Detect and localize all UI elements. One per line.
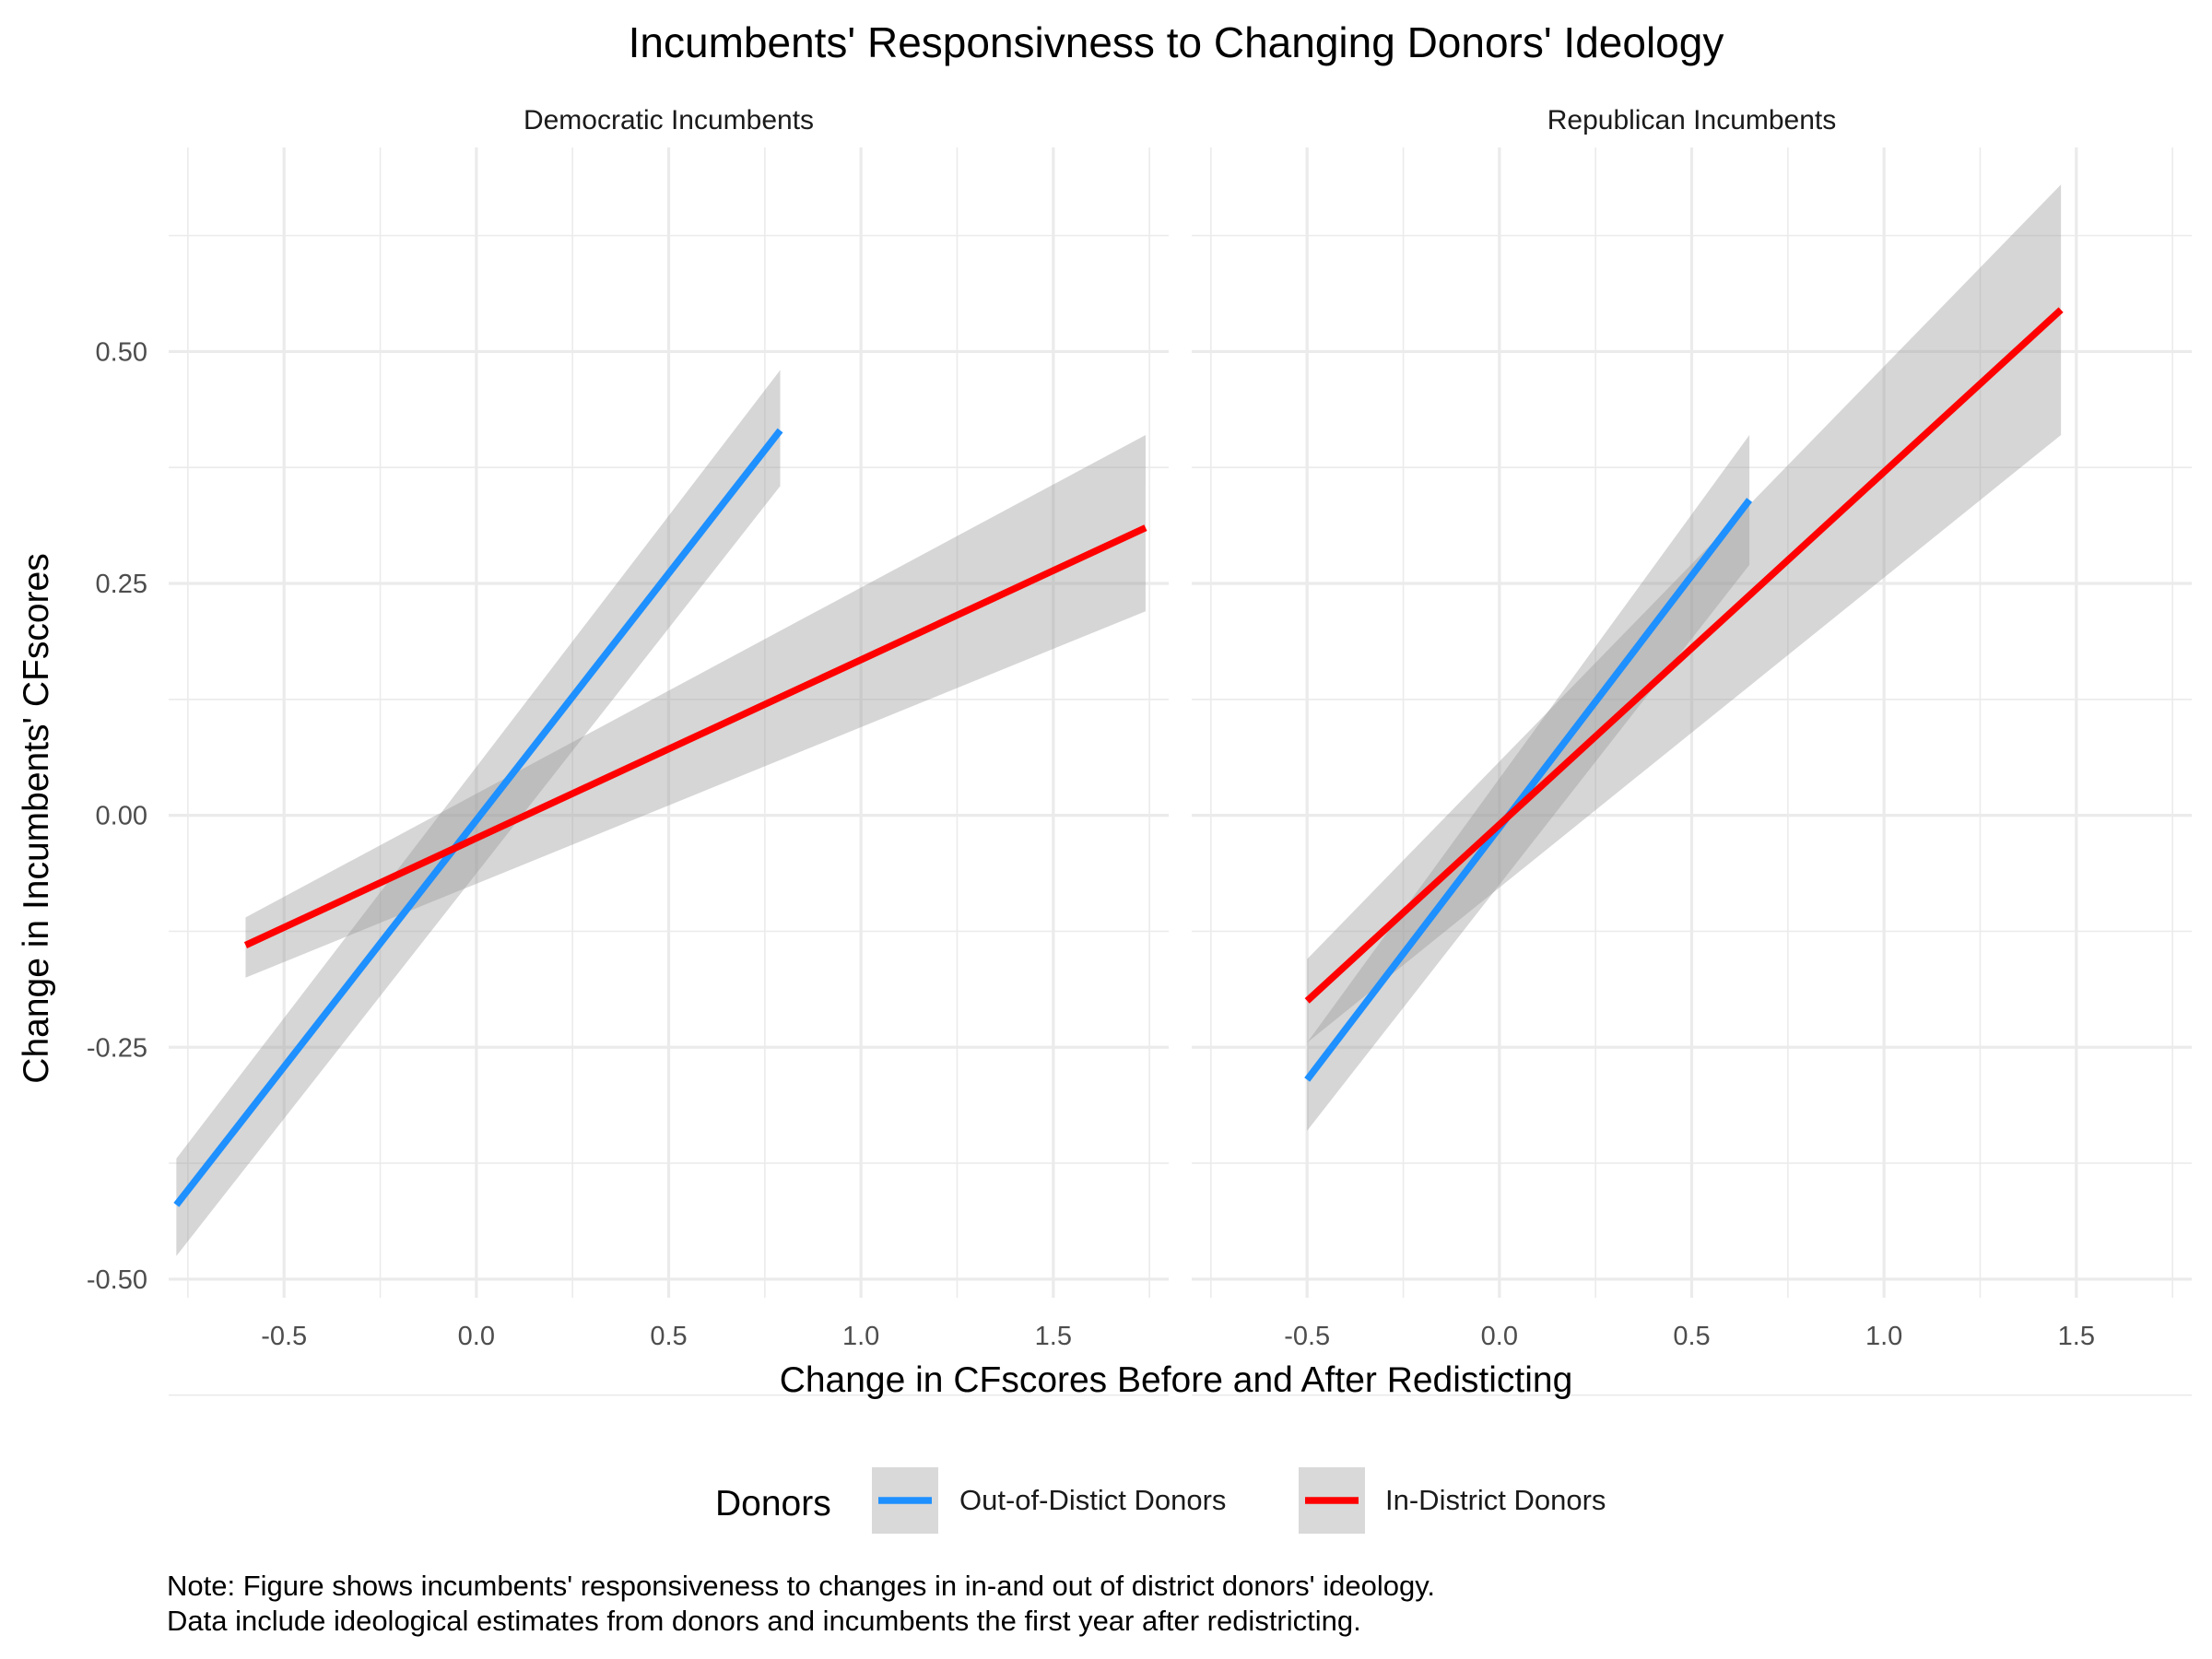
x-tick-label: 0.5	[1673, 1322, 1710, 1351]
chart-title: Incumbents' Responsivness to Changing Do…	[629, 18, 1724, 66]
legend-label: Out-of-Distict Donors	[959, 1484, 1226, 1516]
legend: Donors Out-of-Distict Donors In-District …	[715, 1467, 1606, 1534]
legend-entry: In-District Donors	[1299, 1467, 1606, 1534]
legend-label: In-District Donors	[1385, 1484, 1606, 1516]
facet-panel-2: Republican Incumbents -0.5 0.0 0.5 1.0 1.5	[1192, 105, 2192, 1396]
fit-line	[1304, 307, 2064, 1004]
x-tick-label: 1.0	[1865, 1322, 1902, 1351]
x-tick-label: -0.5	[261, 1322, 307, 1351]
confidence-band	[1307, 435, 1750, 1131]
note-line-2: Data include ideological estimates from …	[167, 1605, 1361, 1637]
legend-entries: Out-of-Distict Donors In-District Donors	[872, 1467, 1606, 1534]
figure-note: Note: Figure shows incumbents' responsiv…	[167, 1570, 1435, 1637]
y-tick-label: 0.00	[96, 802, 147, 831]
facet-panels: Democratic Incumbents -0.5 0.0 0.5 1.0 1.5 -0.…	[87, 105, 2192, 1396]
x-tick-label: 0.0	[1481, 1322, 1518, 1351]
x-tick-label: 0.5	[650, 1322, 687, 1351]
y-axis-title: Change in Incumbents' CFscores	[17, 553, 56, 1083]
y-tick-label: 0.50	[96, 337, 147, 367]
facet-strip-label: Democratic Incumbents	[524, 105, 814, 135]
legend-title: Donors	[715, 1484, 831, 1524]
fit-line	[1304, 498, 1753, 1082]
y-tick-label: 0.25	[96, 570, 147, 599]
y-tick-label: -0.25	[87, 1033, 147, 1063]
x-tick-label: 0.0	[458, 1322, 495, 1351]
x-tick-label: 1.0	[842, 1322, 879, 1351]
confidence-band	[1307, 184, 2062, 1043]
x-tick-label: 1.5	[2058, 1322, 2095, 1351]
y-tick-label: -0.50	[87, 1265, 147, 1295]
fit-line	[243, 524, 1147, 948]
note-line-1: Note: Figure shows incumbents' responsiv…	[167, 1570, 1435, 1602]
legend-entry: Out-of-Distict Donors	[872, 1467, 1226, 1534]
x-axis-title: Change in CFscores Before and After Redi…	[780, 1360, 1573, 1400]
facet-strip-label: Republican Incumbents	[1547, 105, 1837, 135]
x-tick-label: 1.5	[1035, 1322, 1072, 1351]
x-tick-label: -0.5	[1284, 1322, 1330, 1351]
facet-panel-1: Democratic Incumbents -0.5 0.0 0.5 1.0 1.5 -0.…	[87, 105, 1169, 1396]
fit-line	[173, 428, 783, 1207]
